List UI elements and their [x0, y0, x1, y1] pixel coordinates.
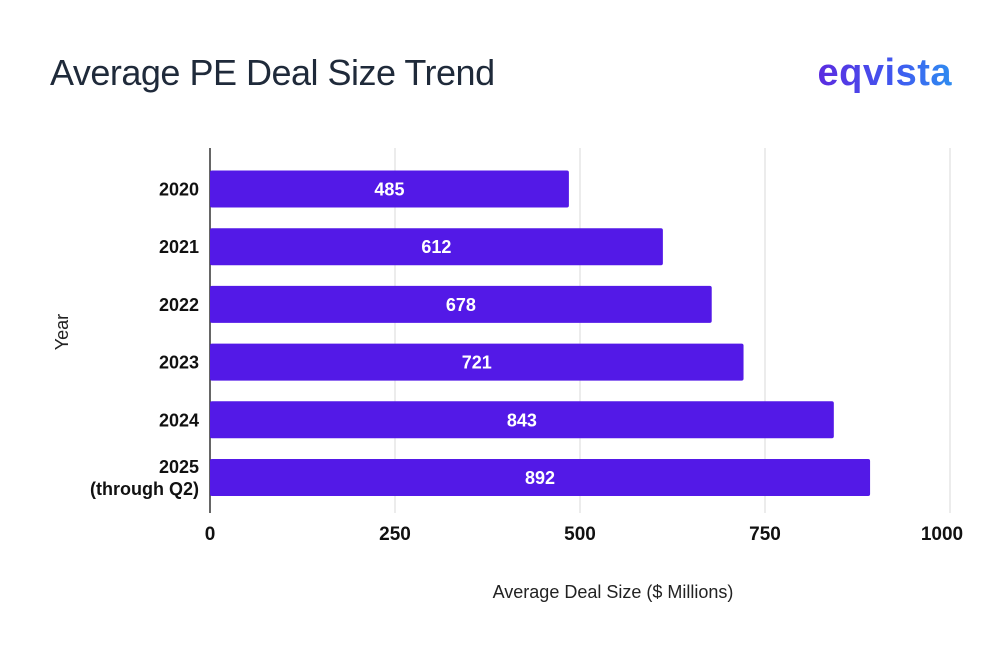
x-tick-label-250: 250 — [379, 524, 411, 545]
x-tick-label-500: 500 — [564, 524, 596, 545]
chart-title: Average PE Deal Size Trend — [50, 52, 495, 93]
category-label-3: 2023 — [159, 353, 199, 373]
data-label-2: 678 — [446, 295, 476, 315]
data-label-4: 843 — [507, 410, 537, 430]
bar-0 — [210, 170, 569, 208]
category-label-2: 2022 — [159, 295, 199, 315]
eqvista-logo: eqvista — [817, 52, 952, 94]
bar-1 — [210, 228, 663, 266]
category-label-4: 2024 — [159, 410, 199, 430]
y-axis-title: Year — [52, 314, 72, 350]
data-label-3: 721 — [462, 353, 492, 373]
category-label-1: 2021 — [159, 237, 199, 257]
bar-2 — [210, 285, 712, 323]
category-label-0: 2020 — [159, 180, 199, 200]
category-label-5-line-0: 2025 — [159, 457, 199, 477]
x-tick-label-1000: 1000 — [921, 524, 963, 545]
x-axis-title: Average Deal Size ($ Millions) — [493, 582, 734, 602]
x-tick-label-750: 750 — [749, 524, 781, 545]
x-tick-label-0: 0 — [205, 524, 216, 545]
bar-5 — [210, 459, 871, 496]
bar-4 — [210, 401, 834, 439]
data-label-1: 612 — [421, 237, 451, 257]
bar-3 — [210, 343, 744, 381]
data-label-5: 892 — [525, 468, 555, 488]
category-label-5-line-1: (through Q2) — [90, 479, 199, 499]
data-label-0: 485 — [374, 180, 404, 200]
